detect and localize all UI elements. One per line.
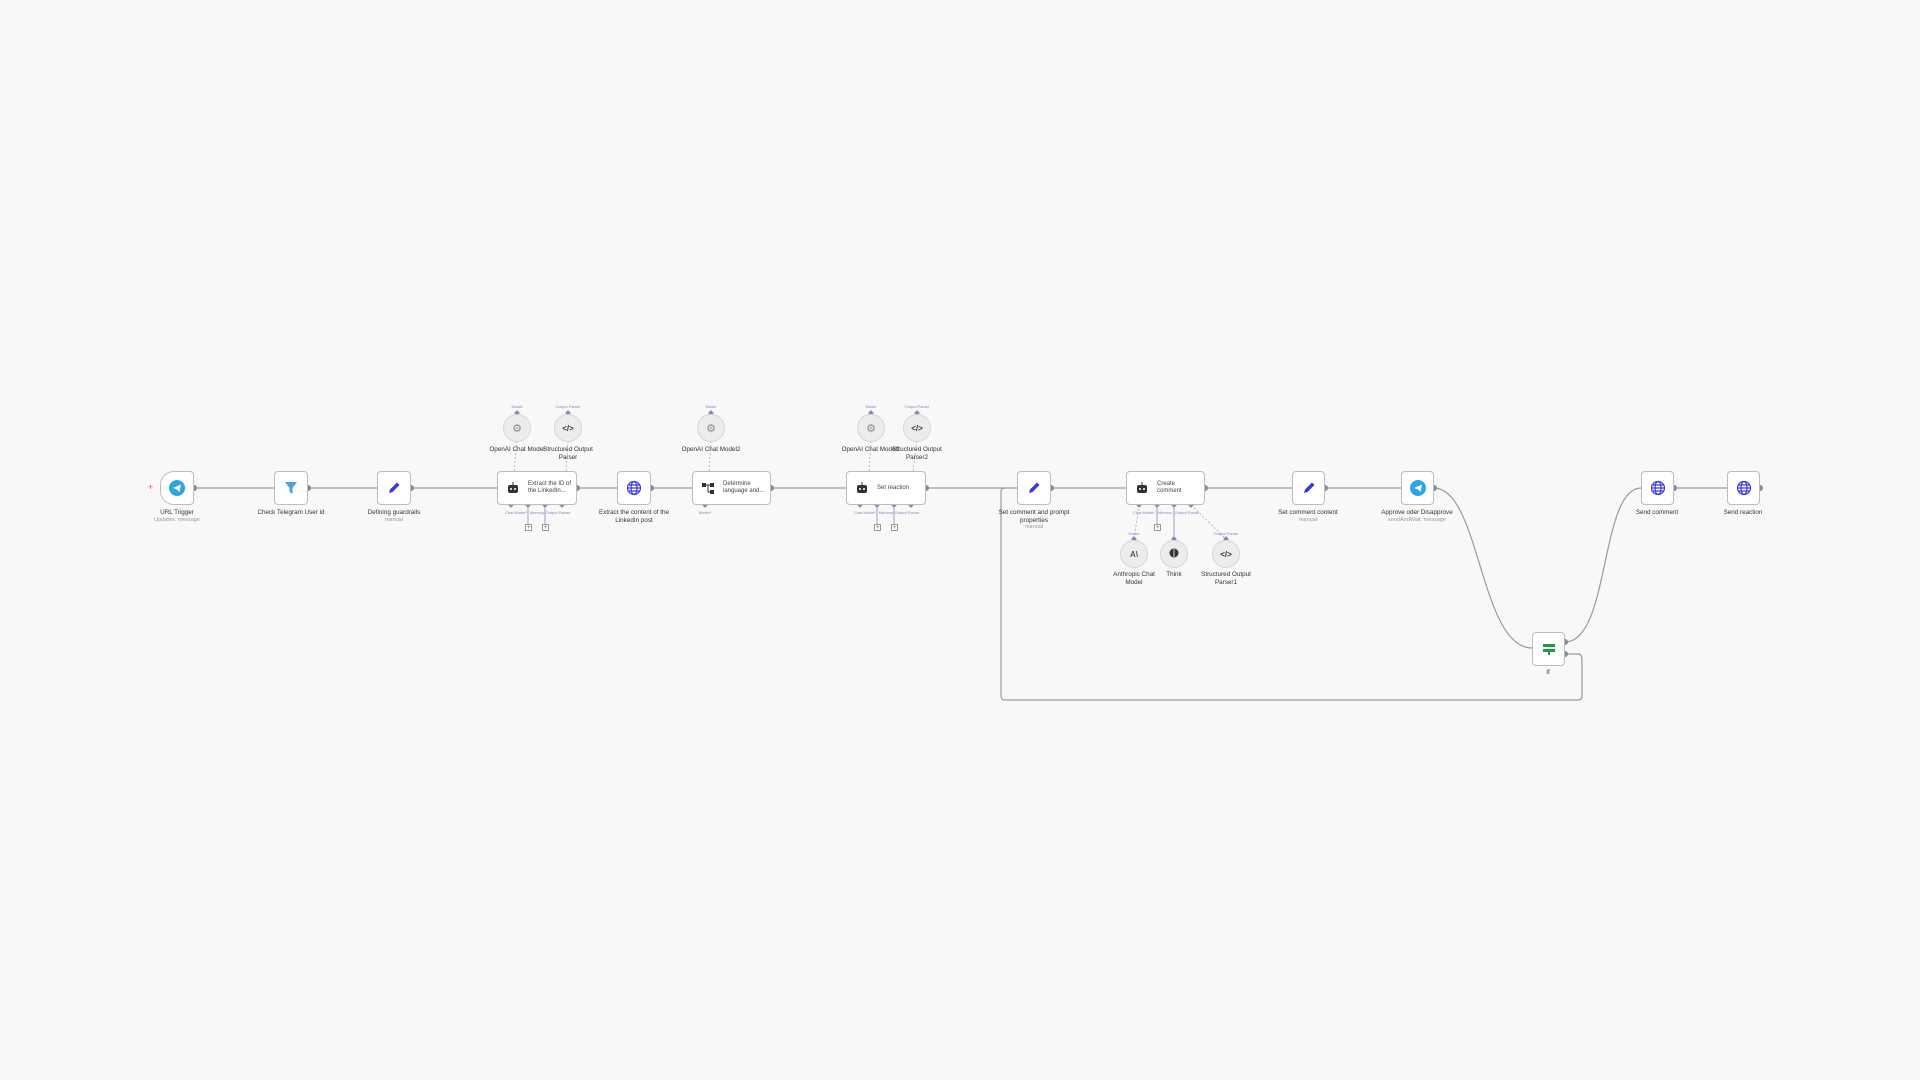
node-label: Send comment [1635,509,1679,516]
port-label: Output Parser [1213,531,1239,536]
node-if[interactable] [1532,632,1565,666]
node-structured-output-parser2[interactable]: </> [903,414,931,442]
node-label: Send reaction [1723,509,1763,516]
robot-icon [506,481,520,495]
robot-icon [855,481,869,495]
node-set-comment-prompt[interactable] [1017,471,1051,505]
node-structured-output-parser[interactable]: </> [554,414,582,442]
edge-if-true-send [1564,487,1642,643]
telegram-icon [169,480,185,496]
node-openai-chat-model1[interactable]: ⚙ [857,414,885,442]
node-label: Structured Output Parser [543,446,593,461]
node-openai-chat-model2[interactable]: ⚙ [697,414,725,442]
add-trigger-icon[interactable]: + [148,482,154,492]
add-memory-button[interactable]: + [874,524,881,531]
node-label: OpenAI Chat Model2 [681,446,741,453]
node-label: OpenAI Chat Model1 [841,446,901,453]
node-structured-output-parser1[interactable]: </> [1212,540,1240,568]
code-icon: </> [562,423,574,433]
node-label: If [1546,669,1550,676]
pencil-icon [1026,480,1042,496]
node-extract-id[interactable]: Extract the ID of the LinkedIn... [497,471,577,505]
port-label: Output Parser [904,404,930,409]
node-anthropic-chat-model[interactable]: A\ [1120,540,1148,568]
node-label: Set comment content manual [1278,509,1338,523]
port-label-model: Model* [698,510,712,515]
port-label-output-parser: Output Parser [894,510,920,515]
if-icon [1542,642,1556,656]
globe-icon [1650,480,1666,496]
port-label-chat-model: Chat Model* [853,510,877,515]
port-label: Model [1128,531,1140,536]
node-determine-language[interactable]: Determine language and... [692,471,771,505]
node-label: Defining guardrails manual [367,509,421,523]
node-set-comment-content[interactable] [1292,471,1325,505]
add-tool-button[interactable]: + [542,524,549,531]
node-create-comment[interactable]: Create comment [1126,471,1205,505]
node-label: Extract the content of the LinkedIn post [598,509,669,524]
globe-icon [626,480,642,496]
node-send-reaction[interactable] [1727,471,1760,505]
node-label: Structured Output Parser2 [892,446,942,461]
brain-icon [1169,545,1179,563]
port-label-chat-model: Chat Model* [504,510,528,515]
code-icon: </> [1220,549,1232,559]
node-guardrails[interactable] [377,471,411,505]
port-label-memory: Memory [529,510,545,515]
port-label: Output Parser [555,404,581,409]
telegram-icon [1409,480,1426,496]
node-think[interactable] [1160,540,1188,568]
port-label-output-parser: Output Parser [545,510,571,515]
add-tool-button[interactable]: + [891,524,898,531]
node-label: URL Trigger Updates: message [154,509,200,523]
node-label: Approve oder Disapprove sendAndWait: mess… [1381,509,1453,523]
globe-icon [1736,480,1752,496]
port-label-chat-model: Chat Model* [1132,510,1156,515]
port-label: Model [511,404,523,409]
edge-if-false-loop [1000,487,1583,701]
add-memory-button[interactable]: + [1154,524,1161,531]
port-label: Model [865,404,877,409]
node-label: Check Telegram User id [257,509,325,516]
node-label: OpenAI Chat Model [489,446,545,453]
add-memory-button[interactable]: + [525,524,532,531]
filter-icon [283,480,299,496]
branch-icon [701,481,715,495]
node-check-user[interactable] [274,471,308,505]
openai-icon: ⚙ [706,422,716,435]
anthropic-icon: A\ [1130,549,1138,559]
pencil-icon [1301,480,1317,496]
code-icon: </> [911,423,923,433]
node-label: Think [1166,571,1182,578]
node-label: Anthropic Chat Model [1113,571,1155,586]
robot-icon [1135,481,1149,495]
port-label-memory: Memory [1157,510,1173,515]
port-label: Model [705,404,717,409]
node-send-comment[interactable] [1641,471,1674,505]
node-extract-content[interactable] [617,471,651,505]
pencil-icon [386,480,402,496]
node-label: Structured Output Parser1 [1201,571,1251,586]
node-set-reaction[interactable]: Set reaction [846,471,926,505]
edge-approve-if [1433,487,1533,649]
openai-icon: ⚙ [512,422,522,435]
node-label: Set comment and prompt properties manual [998,509,1070,530]
node-url-trigger[interactable] [160,471,194,505]
port-label-memory: Memory [878,510,894,515]
node-approve[interactable] [1401,471,1434,505]
port-label-output-parser: Output Parser [1174,510,1200,515]
node-openai-chat-model[interactable]: ⚙ [503,414,531,442]
openai-icon: ⚙ [866,422,876,435]
